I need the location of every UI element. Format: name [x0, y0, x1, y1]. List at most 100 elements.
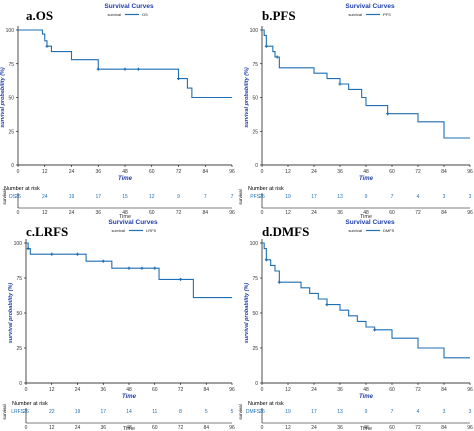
chart-title: Survival Curves — [104, 3, 154, 10]
x-tick-label: 72 — [176, 169, 182, 175]
y-tick-label: 25 — [252, 346, 258, 352]
y-tick-label: 75 — [252, 276, 258, 282]
y-tick-label: 25 — [8, 129, 14, 135]
y-tick-label: 50 — [252, 96, 258, 102]
risk-count: 26 — [259, 194, 265, 200]
risk-count: 7 — [391, 409, 394, 415]
risk-x-tick-label: 48 — [126, 425, 132, 431]
risk-x-tick-label: 60 — [389, 210, 395, 216]
risk-x-tick-label: 0 — [17, 210, 20, 216]
y-tick-label: 25 — [16, 346, 22, 352]
risk-x-tick-label: 12 — [285, 210, 291, 216]
y-tick-label: 0 — [19, 381, 22, 387]
y-tick-label: 0 — [11, 163, 14, 169]
risk-count: 8 — [179, 409, 182, 415]
x-tick-label: 96 — [229, 387, 235, 393]
risk-x-tick-label: 84 — [202, 210, 208, 216]
risk-count: 9 — [177, 194, 180, 200]
y-tick-label: 0 — [255, 381, 258, 387]
x-tick-label: 72 — [415, 387, 421, 393]
x-tick-label: 24 — [69, 169, 75, 175]
y-tick-label: 100 — [14, 241, 23, 247]
x-tick-label: 36 — [100, 387, 106, 393]
chart-title: Survival Curves — [108, 219, 158, 226]
risk-count: 17 — [311, 194, 317, 200]
x-tick-label: 36 — [95, 169, 101, 175]
x-tick-label: 84 — [202, 169, 208, 175]
x-axis-label: Time — [359, 176, 374, 182]
risk-x-tick-label: 72 — [176, 210, 182, 216]
risk-x-tick-label: 96 — [229, 210, 235, 216]
risk-x-tick-label: 96 — [467, 210, 473, 216]
risk-count: 7 — [204, 194, 207, 200]
risk-x-tick-label: 0 — [261, 210, 264, 216]
x-tick-label: 84 — [441, 169, 447, 175]
risk-side-label: survival — [238, 404, 243, 419]
risk-count: 14 — [126, 409, 132, 415]
chart-title: Survival Curves — [345, 219, 395, 226]
risk-x-tick-label: 12 — [285, 425, 291, 431]
risk-x-tick-label: 84 — [441, 425, 447, 431]
risk-count: 22 — [49, 409, 55, 415]
risk-strata-label: PFS — [250, 194, 260, 200]
risk-table-title: Number at risk — [248, 401, 284, 407]
chart-title: Survival Curves — [345, 3, 395, 10]
y-tick-label: 100 — [250, 28, 259, 34]
legend-series-name: LRFS — [146, 228, 157, 233]
risk-count: 17 — [311, 409, 317, 415]
x-tick-label: 48 — [363, 169, 369, 175]
y-tick-label: 50 — [8, 96, 14, 102]
risk-side-label: survival — [2, 404, 7, 419]
risk-count: 5 — [231, 409, 234, 415]
y-tick-label: 25 — [252, 129, 258, 135]
x-tick-label: 12 — [285, 387, 291, 393]
risk-x-tick-label: 12 — [49, 425, 55, 431]
risk-x-tick-label: 96 — [229, 425, 235, 431]
risk-x-axis-label: Time — [119, 214, 131, 220]
y-axis-label: survival probability (%) — [8, 283, 14, 344]
x-tick-label: 60 — [389, 387, 395, 393]
x-tick-label: 0 — [261, 169, 264, 175]
x-tick-label: 12 — [285, 169, 291, 175]
risk-count: 19 — [75, 409, 81, 415]
risk-count: 19 — [285, 194, 291, 200]
risk-x-tick-label: 84 — [203, 425, 209, 431]
x-tick-label: 12 — [42, 169, 48, 175]
risk-x-tick-label: 84 — [441, 210, 447, 216]
legend-series-name: PFS — [383, 12, 391, 17]
risk-table-title: Number at risk — [4, 186, 40, 192]
risk-x-tick-label: 60 — [389, 425, 395, 431]
risk-count: 19 — [69, 194, 75, 200]
risk-count: 3 — [443, 409, 446, 415]
x-tick-label: 48 — [363, 387, 369, 393]
x-tick-label: 24 — [311, 387, 317, 393]
risk-count: 17 — [100, 409, 106, 415]
panel-label: a.OS — [26, 8, 53, 23]
y-tick-label: 100 — [6, 28, 15, 34]
risk-x-tick-label: 96 — [467, 425, 473, 431]
risk-x-tick-label: 24 — [75, 425, 81, 431]
risk-strata-label: LRFS — [11, 409, 24, 415]
risk-x-axis-label: Time — [123, 426, 135, 431]
risk-count: 3 — [469, 409, 472, 415]
x-tick-label: 24 — [311, 169, 317, 175]
x-tick-label: 60 — [389, 169, 395, 175]
risk-x-tick-label: 24 — [69, 210, 75, 216]
y-tick-label: 75 — [8, 62, 14, 68]
risk-x-tick-label: 24 — [311, 210, 317, 216]
risk-count: 9 — [365, 194, 368, 200]
risk-table-title: Number at risk — [12, 401, 48, 407]
risk-strata-label: OS — [9, 194, 17, 200]
risk-x-tick-label: 36 — [95, 210, 101, 216]
risk-count: 13 — [337, 194, 343, 200]
risk-x-tick-label: 72 — [178, 425, 184, 431]
legend-title: survival — [107, 12, 121, 17]
risk-x-tick-label: 48 — [363, 210, 369, 216]
x-tick-label: 36 — [337, 169, 343, 175]
risk-count: 3 — [443, 194, 446, 200]
risk-side-label: survival — [2, 189, 7, 204]
risk-x-tick-label: 12 — [42, 210, 48, 216]
risk-count: 26 — [23, 409, 29, 415]
